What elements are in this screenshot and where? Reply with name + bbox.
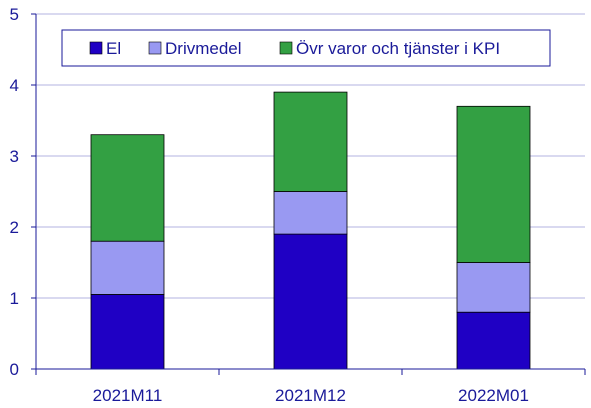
legend-swatch [89,41,103,55]
bar-segment [90,240,165,295]
y-tick-label: 1 [10,289,19,308]
legend-swatch [279,41,293,55]
legend-box [61,29,551,67]
bar-segment [90,134,165,242]
x-tick-label: 2021M11 [93,386,163,405]
bar-segment [273,91,348,192]
legend: El Drivmedel Övr varor och tjänster i KPI [61,29,551,67]
bar-segment [456,262,531,313]
bars [90,91,531,370]
y-tick-label: 5 [10,5,19,24]
x-tick-label: 2022M01 [458,386,529,405]
bar-segment [273,233,348,370]
legend-label: El [106,39,121,58]
legend-label: Övr varor och tjänster i KPI [296,39,500,58]
bar-segment [456,311,531,370]
y-tick-label: 3 [10,147,19,166]
y-tick-label: 0 [10,360,19,379]
y-tick-label: 2 [10,218,19,237]
bar-segment [90,294,165,370]
x-tick-labels: 2021M11 2021M12 2022M01 [93,386,529,405]
bar-segment [456,105,531,263]
y-tick-label: 4 [10,76,19,95]
legend-label: Drivmedel [165,39,242,58]
axes [31,13,586,375]
x-tick-label: 2021M12 [275,386,346,405]
y-tick-labels: 0 1 2 3 4 5 [10,5,19,379]
bar-segment [273,191,348,235]
legend-swatch [148,41,162,55]
